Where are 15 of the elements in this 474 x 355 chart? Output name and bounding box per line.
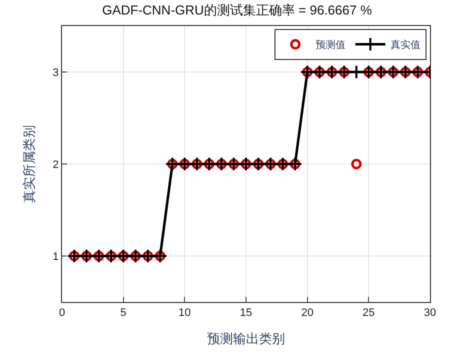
y-tick-label: 3 (52, 66, 59, 79)
y-tick-label: 2 (52, 158, 59, 171)
x-tick-label: 0 (58, 307, 66, 320)
y-tick-label: 1 (52, 250, 59, 263)
x-tick-label: 25 (362, 307, 375, 320)
x-tick-label: 15 (240, 307, 252, 320)
x-axis-title: 预测输出类别 (207, 330, 285, 346)
legend-label: 预测值 (315, 39, 346, 52)
x-tick-label: 30 (424, 307, 436, 320)
chart-title: GADF-CNN-GRU的测试集正确率 = 96.6667 % (102, 2, 372, 18)
x-tick-label: 5 (120, 307, 126, 320)
y-axis-title: 真实所属类别 (22, 125, 37, 203)
legend-label: 真实值 (390, 39, 420, 52)
x-tick-label: 10 (178, 307, 191, 320)
x-tick-label: 20 (301, 307, 314, 320)
